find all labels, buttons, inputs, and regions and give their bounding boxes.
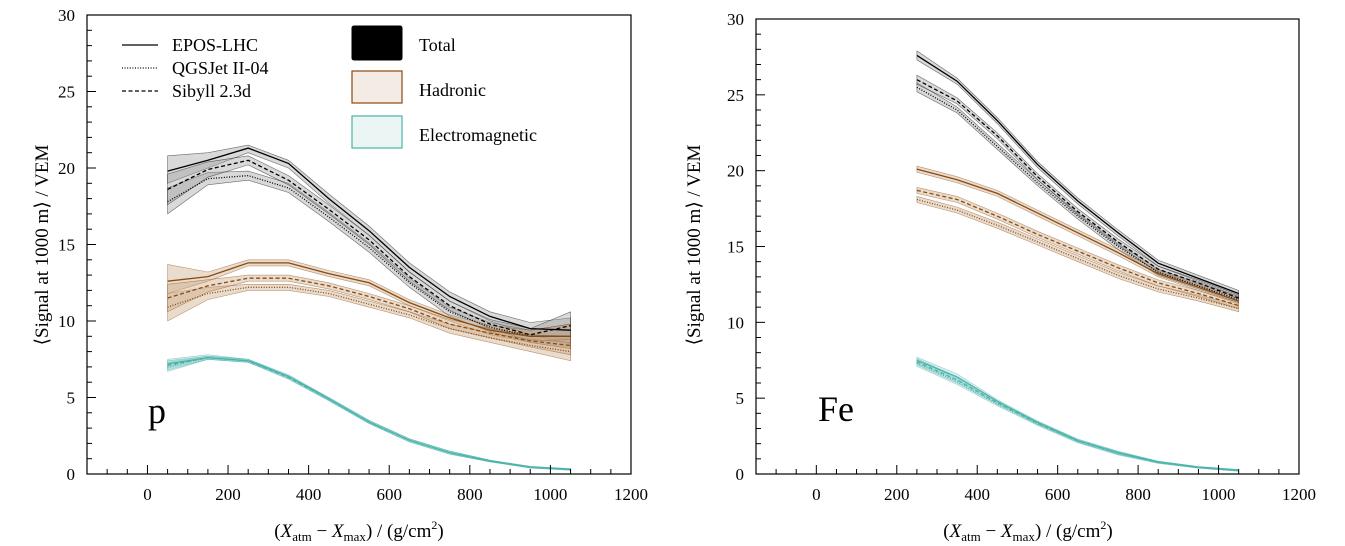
- x-tick-label: 800: [457, 485, 483, 504]
- y-tick-label: 0: [67, 465, 76, 484]
- y-tick-label: 30: [727, 10, 744, 29]
- legend-model-epos: EPOS-LHC: [172, 35, 258, 55]
- line-hadronic-sibyll-2-3d: [167, 277, 571, 347]
- y-axis-label: ⟨Signal at 1000 m⟩ / VEM: [32, 145, 53, 346]
- band-electromagnetic-sibyll-2-3d: [916, 358, 1239, 472]
- panel-proton: 0 200 400 600 800 1000 1200 0 5 10 15 20 25 30 p ⟨Sig…: [32, 6, 648, 544]
- panel-label: Fe: [818, 389, 854, 429]
- band-electromagnetic-sibyll-2-3d: [167, 355, 571, 471]
- x-tick-label: 1200: [614, 485, 648, 504]
- x-tick-label: 0: [812, 485, 821, 504]
- line-hadronic-epos-lhc: [916, 168, 1239, 302]
- x-tick-label: 400: [964, 485, 990, 504]
- x-axis-label: (Xatm − Xmax) / (g/cm2): [943, 518, 1112, 544]
- band-electromagnetic-qgsjet-ii-04: [167, 355, 571, 471]
- x-tick-label: 1000: [1202, 485, 1236, 504]
- panel-label: p: [148, 391, 166, 431]
- band-electromagnetic-epos-lhc: [916, 356, 1239, 472]
- line-total-epos-lhc: [167, 147, 571, 331]
- band-hadronic-epos-lhc: [916, 165, 1239, 305]
- legend: EPOS-LHC QGSJet II-04 Sibyll 2.3d Total …: [122, 25, 537, 149]
- line-electromagnetic-epos-lhc: [916, 359, 1239, 471]
- y-tick-label: 0: [736, 465, 745, 484]
- line-hadronic-qgsjet-ii-04: [167, 286, 571, 353]
- x-tick-label: 600: [1045, 485, 1071, 504]
- y-tick-label: 10: [727, 313, 744, 332]
- x-axis-label: (Xatm − Xmax) / (g/cm2): [274, 518, 443, 544]
- band-electromagnetic-qgsjet-ii-04: [916, 359, 1239, 472]
- line-hadronic-qgsjet-ii-04: [916, 198, 1239, 310]
- legend-swatch-electromagnetic: [351, 115, 403, 149]
- legend-component-hadronic: Hadronic: [419, 80, 486, 100]
- x-tick-label: 600: [376, 485, 402, 504]
- band-hadronic-qgsjet-ii-04: [916, 196, 1239, 313]
- band-total-sibyll-2-3d: [916, 74, 1239, 302]
- x-tick-label: 200: [884, 485, 910, 504]
- line-total-sibyll-2-3d: [167, 159, 571, 336]
- x-tick-label: 800: [1125, 485, 1151, 504]
- y-axis-label: ⟨Signal at 1000 m⟩ / VEM: [684, 145, 705, 346]
- legend-model-qgsjet: QGSJet II-04: [172, 58, 269, 78]
- line-total-epos-lhc: [916, 54, 1239, 295]
- x-tick-label: 0: [143, 485, 152, 504]
- band-total-qgsjet-ii-04: [916, 82, 1239, 304]
- panel-iron: 0 200 400 600 800 1000 1200 0 5 10 15 20 25 30 Fe ⟨Si…: [684, 10, 1316, 544]
- x-tick-label: 1200: [1282, 485, 1316, 504]
- legend-component-total: Total: [419, 35, 456, 55]
- x-tick-label: 400: [296, 485, 322, 504]
- line-total-sibyll-2-3d: [916, 79, 1239, 299]
- y-tick-label: 20: [727, 162, 744, 181]
- y-tick-label: 25: [58, 83, 75, 102]
- line-total-qgsjet-ii-04: [167, 174, 571, 337]
- line-electromagnetic-epos-lhc: [167, 357, 571, 471]
- y-tick-label: 15: [727, 238, 744, 257]
- x-tick-label: 1000: [533, 485, 567, 504]
- legend-swatch-hadronic: [351, 70, 403, 104]
- y-tick-label: 5: [736, 389, 745, 408]
- y-tick-label: 30: [58, 6, 75, 25]
- line-electromagnetic-qgsjet-ii-04: [167, 357, 571, 471]
- line-electromagnetic-sibyll-2-3d: [167, 357, 571, 471]
- line-hadronic-epos-lhc: [167, 262, 571, 337]
- y-tick-label: 20: [58, 159, 75, 178]
- x-tick-label: 200: [215, 485, 241, 504]
- legend-component-electromagnetic: Electromagnetic: [419, 125, 537, 145]
- y-tick-label: 10: [58, 312, 75, 331]
- band-hadronic-sibyll-2-3d: [167, 274, 571, 356]
- line-electromagnetic-sibyll-2-3d: [916, 361, 1239, 472]
- band-hadronic-sibyll-2-3d: [916, 187, 1239, 310]
- y-tick-label: 25: [727, 86, 744, 105]
- line-total-qgsjet-ii-04: [916, 86, 1239, 301]
- legend-swatch-total: [351, 25, 403, 61]
- y-tick-label: 15: [58, 236, 75, 255]
- legend-model-sibyll: Sibyll 2.3d: [172, 81, 251, 101]
- y-tick-label: 5: [67, 389, 76, 408]
- band-electromagnetic-epos-lhc: [167, 354, 571, 471]
- line-hadronic-sibyll-2-3d: [916, 189, 1239, 307]
